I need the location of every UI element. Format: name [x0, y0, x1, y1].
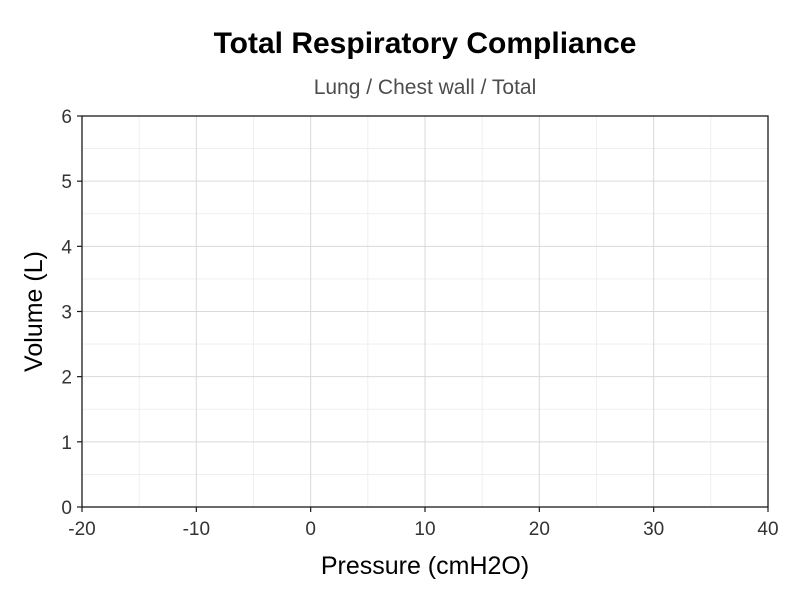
major-gridlines: [81, 115, 769, 508]
x-axis-title: Pressure (cmH2O): [321, 552, 529, 580]
x-tick-label: -10: [183, 519, 210, 540]
x-tick-label: 0: [305, 519, 316, 540]
y-tick-label: 5: [61, 172, 72, 193]
y-tick-label: 0: [61, 498, 72, 519]
x-axis-ticks: -20 -10 0 10 20 30 40: [68, 507, 779, 540]
y-tick-label: 2: [61, 368, 72, 389]
x-tick-label: 20: [529, 519, 550, 540]
y-tick-label: 4: [61, 237, 72, 258]
y-axis-ticks: 0 1 2 3 4 5 6: [61, 107, 82, 519]
x-tick-label: 10: [414, 519, 435, 540]
y-tick-label: 3: [61, 303, 72, 324]
chart-subtitle: Lung / Chest wall / Total: [313, 76, 537, 99]
y-tick-label: 1: [61, 433, 72, 454]
x-tick-label: -20: [68, 519, 95, 540]
chart-title: Total Respiratory Compliance: [213, 27, 637, 60]
y-axis-title: Volume (L): [20, 251, 48, 372]
x-tick-label: 40: [757, 519, 778, 540]
y-tick-label: 6: [61, 107, 72, 128]
x-tick-label: 30: [643, 519, 664, 540]
